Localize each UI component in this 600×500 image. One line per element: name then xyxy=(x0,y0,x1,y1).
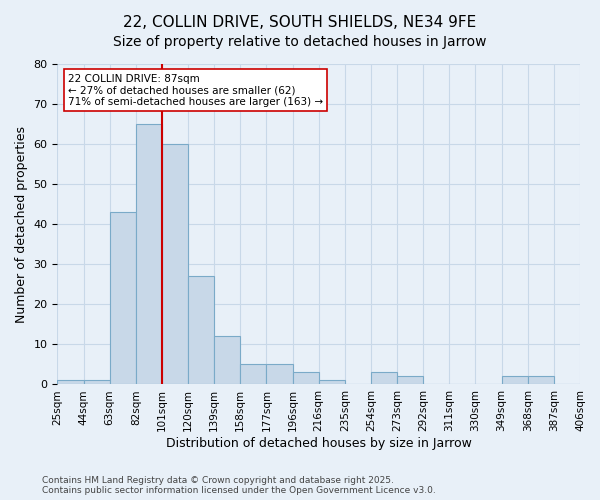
Text: 22, COLLIN DRIVE, SOUTH SHIELDS, NE34 9FE: 22, COLLIN DRIVE, SOUTH SHIELDS, NE34 9F… xyxy=(124,15,476,30)
Bar xyxy=(58,380,83,384)
Text: Contains HM Land Registry data © Crown copyright and database right 2025.
Contai: Contains HM Land Registry data © Crown c… xyxy=(42,476,436,495)
Bar xyxy=(83,380,110,384)
Text: Size of property relative to detached houses in Jarrow: Size of property relative to detached ho… xyxy=(113,35,487,49)
Y-axis label: Number of detached properties: Number of detached properties xyxy=(15,126,28,322)
Bar xyxy=(371,372,397,384)
Bar xyxy=(162,144,188,384)
Bar xyxy=(502,376,528,384)
Bar xyxy=(241,364,266,384)
Bar xyxy=(397,376,423,384)
Bar xyxy=(528,376,554,384)
Bar xyxy=(214,336,241,384)
X-axis label: Distribution of detached houses by size in Jarrow: Distribution of detached houses by size … xyxy=(166,437,472,450)
Bar xyxy=(110,212,136,384)
Bar xyxy=(293,372,319,384)
Bar xyxy=(188,276,214,384)
Text: 22 COLLIN DRIVE: 87sqm
← 27% of detached houses are smaller (62)
71% of semi-det: 22 COLLIN DRIVE: 87sqm ← 27% of detached… xyxy=(68,74,323,107)
Bar xyxy=(136,124,162,384)
Bar xyxy=(266,364,293,384)
Bar xyxy=(319,380,345,384)
